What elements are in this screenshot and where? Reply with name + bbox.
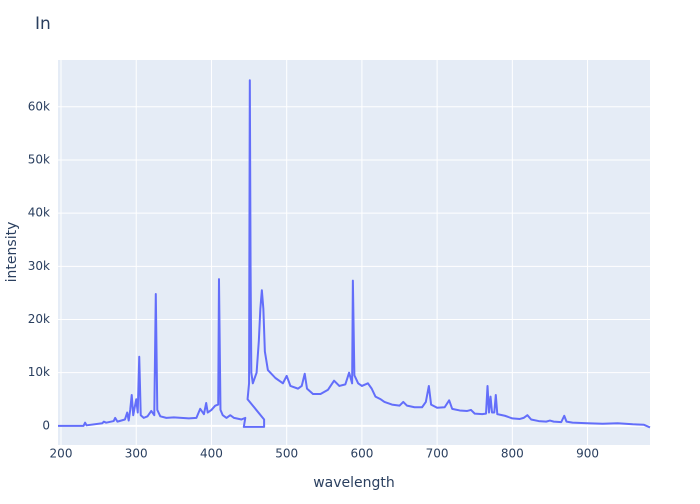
x-tick-label: 700 (426, 447, 449, 461)
x-tick-label: 300 (125, 447, 148, 461)
x-tick-label: 200 (50, 447, 73, 461)
plot-area (58, 60, 650, 445)
x-tick-label: 400 (200, 447, 223, 461)
y-axis-title: intensity (4, 222, 20, 283)
x-tick-label: 500 (275, 447, 298, 461)
x-axis-title: wavelength (313, 475, 395, 491)
x-tick-label: 600 (350, 447, 373, 461)
y-tick-label: 40k (28, 206, 50, 220)
x-tick-label: 900 (576, 447, 599, 461)
line-series (58, 79, 651, 429)
y-tick-label: 30k (28, 259, 50, 273)
y-tick-label: 60k (28, 99, 50, 113)
y-tick-label: 10k (28, 365, 50, 379)
chart-title: In (35, 14, 51, 34)
y-tick-label: 0 (42, 418, 50, 432)
x-tick-label: 800 (501, 447, 524, 461)
y-tick-label: 20k (28, 312, 50, 326)
y-tick-label: 50k (28, 152, 50, 166)
